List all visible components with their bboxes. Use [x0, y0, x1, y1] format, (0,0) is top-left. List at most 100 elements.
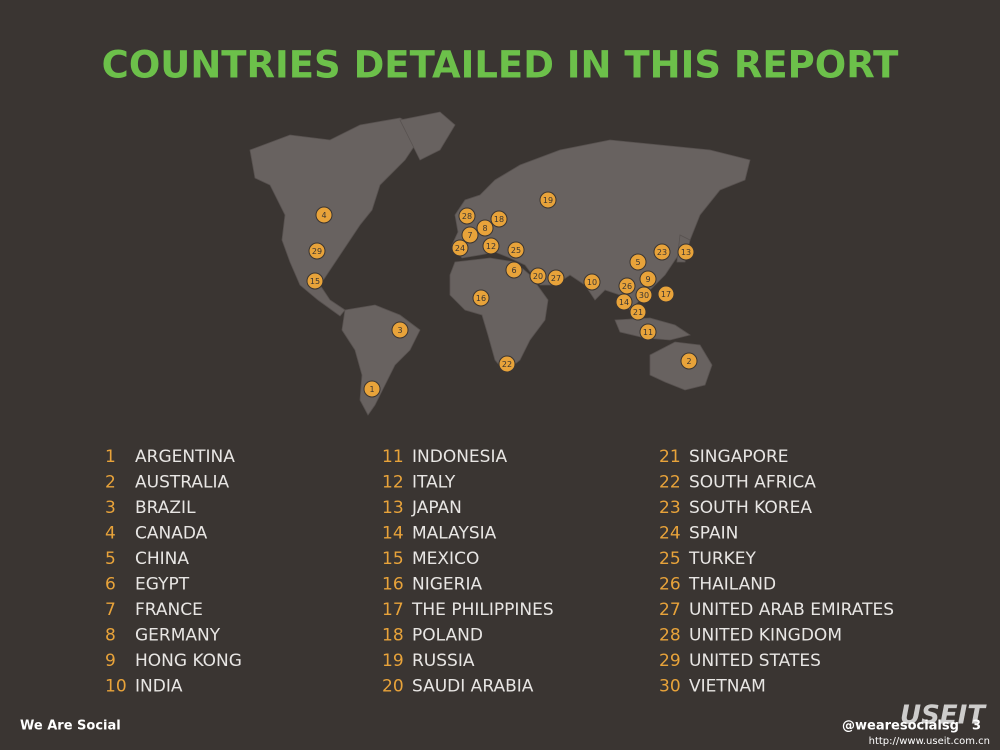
country-name: SINGAPORE: [689, 447, 789, 467]
marker-label: 16: [476, 294, 486, 303]
marker-label: 23: [657, 248, 667, 257]
marker-label: 5: [635, 258, 640, 267]
marker-dot: [507, 241, 525, 259]
country-name: EGYPT: [135, 575, 190, 595]
country-number: 10: [105, 677, 127, 697]
country-number: 29: [659, 651, 681, 671]
country-number: 5: [105, 549, 116, 569]
marker-dot: [635, 286, 653, 304]
country-name: INDONESIA: [412, 447, 507, 467]
marker-label: 15: [310, 277, 320, 286]
marker-label: 20: [533, 272, 543, 281]
marker-dot: [618, 277, 636, 295]
country-number: 22: [659, 473, 681, 493]
country-name: THAILAND: [688, 575, 776, 595]
country-number: 12: [382, 473, 404, 493]
marker-dot: [498, 355, 516, 373]
marker-label: 7: [467, 231, 472, 240]
marker-label: 27: [551, 274, 561, 283]
marker-dot: [306, 272, 324, 290]
country-name: TURKEY: [688, 549, 757, 569]
marker-dot: [677, 243, 695, 261]
marker-dot: [461, 226, 479, 244]
marker-label: 17: [661, 290, 671, 299]
country-number: 3: [105, 498, 116, 518]
marker-label: 12: [486, 242, 496, 251]
marker-dot: [539, 191, 557, 209]
marker-label: 8: [482, 224, 487, 233]
north-america: [249, 117, 426, 317]
marker-dot: [629, 303, 647, 321]
marker-dot: [482, 237, 500, 255]
country-number: 19: [382, 651, 404, 671]
country-name: GERMANY: [135, 626, 221, 646]
marker-label: 14: [619, 298, 629, 307]
country-number: 11: [382, 447, 404, 467]
marker-label: 29: [312, 247, 322, 256]
watermark-url: http://www.useit.com.cn: [869, 736, 990, 747]
country-name: VIETNAM: [689, 677, 766, 697]
country-number: 30: [659, 677, 681, 697]
marker-dot: [680, 352, 698, 370]
marker-dot: [490, 210, 508, 228]
marker-dot: [629, 253, 647, 271]
marker-label: 28: [462, 212, 472, 221]
marker-dot: [458, 207, 476, 225]
marker-dot: [391, 321, 409, 339]
country-name: SOUTH KOREA: [689, 498, 812, 518]
country-name: THE PHILIPPINES: [411, 600, 554, 620]
australia: [649, 341, 713, 391]
marker-dot: [529, 267, 547, 285]
marker-label: 18: [494, 215, 504, 224]
country-name: ARGENTINA: [135, 447, 235, 467]
country-name: UNITED STATES: [689, 651, 821, 671]
country-name: POLAND: [412, 626, 483, 646]
greenland: [399, 111, 456, 161]
marker-dot: [315, 206, 333, 224]
marker-dot: [639, 270, 657, 288]
country-number: 9: [105, 651, 116, 671]
marker-dot: [615, 293, 633, 311]
watermark: USEIT: [900, 701, 987, 731]
country-number: 15: [382, 549, 404, 569]
country-number: 21: [659, 447, 681, 467]
marker-label: 22: [502, 360, 512, 369]
marker-dot: [653, 243, 671, 261]
country-name: UNITED KINGDOM: [689, 626, 842, 646]
marker-label: 30: [639, 291, 649, 300]
country-number: 17: [382, 600, 404, 620]
country-name: MEXICO: [412, 549, 479, 569]
country-name: NIGERIA: [412, 575, 482, 595]
marker-label: 24: [455, 244, 465, 253]
country-number: 7: [105, 600, 116, 620]
marker-dot: [505, 261, 523, 279]
country-name: ITALY: [412, 473, 456, 493]
country-name: FRANCE: [135, 600, 203, 620]
marker-label: 6: [511, 266, 516, 275]
country-number: 14: [382, 524, 404, 544]
country-number: 2: [105, 473, 116, 493]
country-name: SAUDI ARABIA: [412, 677, 534, 697]
country-number: 1: [105, 447, 116, 467]
marker-label: 19: [543, 196, 553, 205]
country-number: 24: [659, 524, 681, 544]
marker-label: 21: [633, 308, 643, 317]
country-name: JAPAN: [411, 498, 462, 518]
country-name: SOUTH AFRICA: [689, 473, 816, 493]
country-number: 27: [659, 600, 681, 620]
country-list: 1 ARGENTINA 2 AUSTRALIA 3 BRAZIL 4 CANADA 5 CHINA…: [105, 447, 894, 697]
footer-handle: @wearesocialsg: [842, 719, 959, 734]
marker-dot: [308, 242, 326, 260]
marker-label: 10: [587, 278, 597, 287]
country-number: 20: [382, 677, 404, 697]
country-name: AUSTRALIA: [135, 473, 229, 493]
country-number: 16: [382, 575, 404, 595]
country-name: CHINA: [135, 549, 189, 569]
marker-label: 13: [681, 248, 691, 257]
country-name: SPAIN: [689, 524, 738, 544]
marker-dot: [472, 289, 490, 307]
marker-dot: [547, 269, 565, 287]
title: COUNTRIES DETAILED IN THIS REPORT: [102, 44, 899, 87]
country-number: 6: [105, 575, 116, 595]
